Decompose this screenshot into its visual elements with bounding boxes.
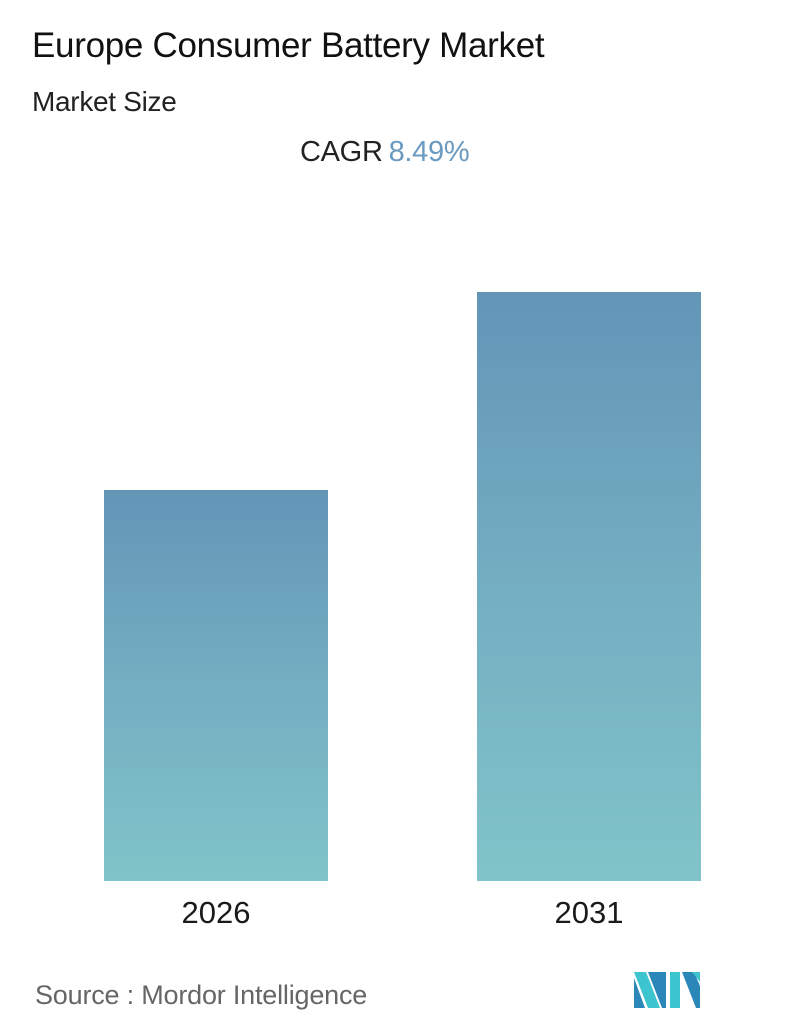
chart-subtitle: Market Size bbox=[32, 86, 177, 117]
x-label-2031: 2031 bbox=[554, 895, 624, 930]
cagr-annotation: CAGR 8.49% bbox=[300, 136, 470, 169]
x-label-2026: 2026 bbox=[181, 895, 251, 930]
mordor-intelligence-logo-icon bbox=[634, 972, 700, 1008]
cagr-value: 8.49% bbox=[388, 136, 470, 168]
bar-2026 bbox=[104, 490, 328, 881]
bar-2031 bbox=[477, 292, 701, 881]
source-text: Source : Mordor Intelligence bbox=[35, 980, 368, 1010]
cagr-label: CAGR bbox=[300, 136, 383, 168]
chart-title: Europe Consumer Battery Market bbox=[32, 26, 545, 65]
